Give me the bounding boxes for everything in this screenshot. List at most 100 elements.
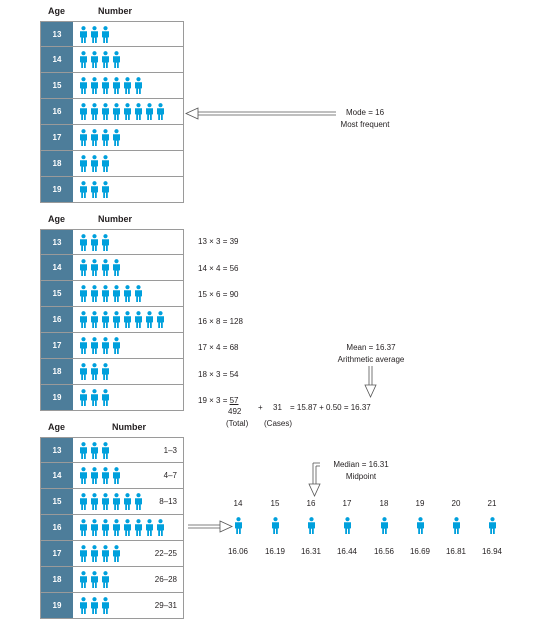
person-icon bbox=[156, 519, 165, 536]
person-icon bbox=[79, 51, 88, 68]
person-icons bbox=[79, 26, 110, 43]
person-icon bbox=[79, 259, 88, 276]
person-icon bbox=[101, 442, 110, 459]
person-icon bbox=[79, 571, 88, 588]
person-icon bbox=[101, 129, 110, 146]
age-row: 18 bbox=[40, 359, 184, 385]
age-cell: 15 bbox=[41, 281, 73, 306]
age-cell: 16 bbox=[41, 307, 73, 332]
person-icon bbox=[90, 467, 99, 484]
midpoint-value: 16.81 bbox=[445, 547, 467, 556]
age-row: 13 bbox=[40, 21, 184, 47]
midpoint-age: 20 bbox=[451, 499, 461, 508]
person-icons bbox=[79, 77, 143, 94]
person-icon bbox=[101, 519, 110, 536]
age-row: 14 bbox=[40, 47, 184, 73]
mean-last-prefix: 19 × 3 = bbox=[198, 396, 230, 405]
person-icon bbox=[79, 467, 88, 484]
person-icon bbox=[112, 51, 121, 68]
person-icon bbox=[123, 519, 132, 536]
midpoint-value: 16.19 bbox=[264, 547, 286, 556]
person-icon bbox=[112, 103, 121, 120]
person-icon bbox=[123, 285, 132, 302]
mode-arrow bbox=[185, 107, 336, 120]
age-cell: 14 bbox=[41, 255, 73, 280]
age-row: 17 bbox=[40, 333, 184, 359]
mean-calc-line: 17 × 4 = 68 bbox=[198, 343, 239, 353]
person-icon bbox=[79, 545, 88, 562]
person-icon bbox=[90, 545, 99, 562]
age-cell: 14 bbox=[41, 463, 73, 488]
mean-calc-line: 15 × 6 = 90 bbox=[198, 290, 239, 300]
person-icon bbox=[90, 597, 99, 614]
person-icon bbox=[101, 363, 110, 380]
mean-last-underlined: 57 bbox=[229, 396, 239, 405]
person-icon bbox=[90, 181, 99, 198]
age-cell: 13 bbox=[41, 230, 73, 254]
person-icon bbox=[101, 285, 110, 302]
person-icon bbox=[90, 103, 99, 120]
midpoint-age: 18 bbox=[379, 499, 389, 508]
person-icon bbox=[134, 285, 143, 302]
mean-arrow bbox=[364, 366, 377, 398]
person-icon bbox=[90, 234, 99, 251]
header-age-2: Age bbox=[48, 214, 66, 224]
person-icon bbox=[134, 103, 143, 120]
age-cell: 16 bbox=[41, 99, 73, 124]
age-cell: 15 bbox=[41, 489, 73, 514]
median-arrow bbox=[308, 462, 321, 497]
person-icon bbox=[79, 234, 88, 251]
age-cell: 13 bbox=[41, 22, 73, 46]
header-age-1: Age bbox=[48, 6, 66, 16]
person-icons bbox=[79, 363, 110, 380]
mode-label: Mode = 16 Most frequent bbox=[330, 107, 400, 131]
mean-calc-line: 16 × 8 = 128 bbox=[198, 316, 243, 326]
person-icons bbox=[79, 103, 165, 120]
case-range: 1–3 bbox=[163, 446, 177, 455]
median-caption: Midpoint bbox=[345, 472, 377, 481]
person-icon bbox=[90, 363, 99, 380]
person-icon bbox=[79, 155, 88, 172]
age-cell: 18 bbox=[41, 151, 73, 176]
person-icons bbox=[79, 234, 110, 251]
age-row: 13 1–3 bbox=[40, 437, 184, 463]
person-icons bbox=[79, 51, 121, 68]
person-icon bbox=[488, 517, 497, 534]
person-icon bbox=[79, 389, 88, 406]
age-row: 18 26–28 bbox=[40, 567, 184, 593]
person-icons bbox=[79, 545, 121, 562]
person-icon bbox=[101, 311, 110, 328]
person-icon bbox=[112, 311, 121, 328]
person-icon bbox=[101, 493, 110, 510]
case-range: 8–13 bbox=[159, 497, 177, 506]
age-cell: 14 bbox=[41, 47, 73, 72]
person-icon bbox=[271, 517, 280, 534]
person-icon bbox=[123, 103, 132, 120]
person-icon bbox=[79, 363, 88, 380]
person-icon bbox=[112, 129, 121, 146]
person-icon bbox=[234, 517, 243, 534]
person-icon bbox=[101, 103, 110, 120]
age-cell: 15 bbox=[41, 73, 73, 98]
median-table: 13 1–3 14 4–7 15 8–13 16 17 22–25 18 26–28 19 29–31 bbox=[40, 437, 184, 619]
person-icon bbox=[380, 517, 389, 534]
age-row: 13 bbox=[40, 229, 184, 255]
person-icon bbox=[112, 493, 121, 510]
person-icon bbox=[156, 311, 165, 328]
person-icon bbox=[79, 337, 88, 354]
midpoint-value: 16.56 bbox=[373, 547, 395, 556]
case-range: 26–28 bbox=[154, 575, 177, 584]
person-icons bbox=[79, 597, 110, 614]
person-icons bbox=[79, 467, 121, 484]
person-icons bbox=[79, 493, 143, 510]
age-row: 16 bbox=[40, 99, 184, 125]
person-icon bbox=[101, 545, 110, 562]
person-icon bbox=[101, 234, 110, 251]
person-icon bbox=[90, 389, 99, 406]
person-icon bbox=[90, 26, 99, 43]
person-icon bbox=[90, 259, 99, 276]
age-cell: 16 bbox=[41, 515, 73, 540]
person-icon bbox=[112, 77, 121, 94]
mean-calc-line: 18 × 3 = 54 bbox=[198, 370, 239, 379]
person-icon bbox=[79, 519, 88, 536]
